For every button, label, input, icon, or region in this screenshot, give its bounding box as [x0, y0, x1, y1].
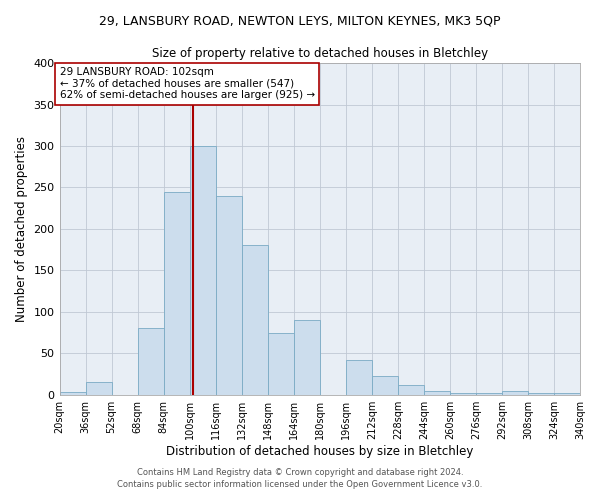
- Bar: [346, 360, 372, 394]
- Bar: [190, 146, 215, 394]
- Text: 29, LANSBURY ROAD, NEWTON LEYS, MILTON KEYNES, MK3 5QP: 29, LANSBURY ROAD, NEWTON LEYS, MILTON K…: [99, 15, 501, 28]
- Bar: [398, 385, 424, 394]
- Bar: [294, 320, 320, 394]
- Bar: [450, 393, 476, 394]
- Title: Size of property relative to detached houses in Bletchley: Size of property relative to detached ho…: [152, 48, 488, 60]
- Bar: [528, 393, 554, 394]
- Bar: [268, 332, 294, 394]
- Bar: [502, 390, 528, 394]
- Bar: [554, 393, 580, 394]
- Bar: [215, 196, 242, 394]
- Bar: [137, 328, 164, 394]
- Bar: [476, 393, 502, 394]
- Text: Contains HM Land Registry data © Crown copyright and database right 2024.
Contai: Contains HM Land Registry data © Crown c…: [118, 468, 482, 489]
- Bar: [372, 376, 398, 394]
- Text: 29 LANSBURY ROAD: 102sqm
← 37% of detached houses are smaller (547)
62% of semi-: 29 LANSBURY ROAD: 102sqm ← 37% of detach…: [59, 67, 314, 100]
- Bar: [164, 192, 190, 394]
- Bar: [86, 382, 112, 394]
- Y-axis label: Number of detached properties: Number of detached properties: [15, 136, 28, 322]
- Bar: [242, 246, 268, 394]
- Bar: [424, 390, 450, 394]
- Bar: [59, 392, 86, 394]
- X-axis label: Distribution of detached houses by size in Bletchley: Distribution of detached houses by size …: [166, 444, 473, 458]
